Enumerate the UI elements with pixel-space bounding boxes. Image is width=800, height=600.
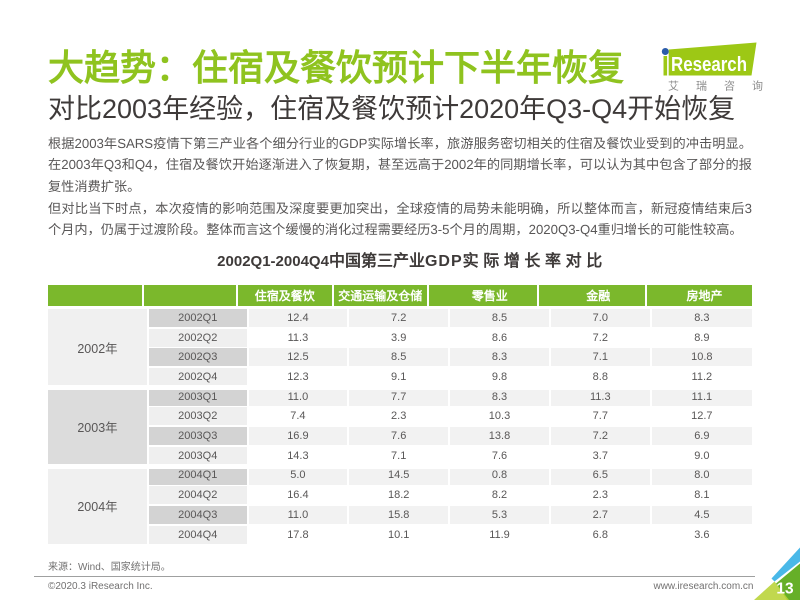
svg-text:Research: Research [671, 53, 747, 76]
svg-text:13: 13 [776, 581, 794, 598]
